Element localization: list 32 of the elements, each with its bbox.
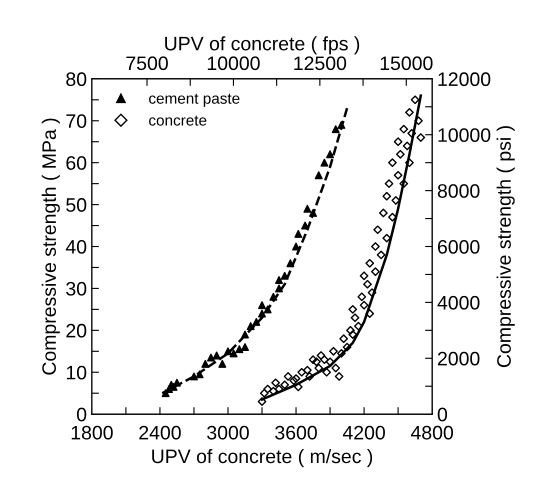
- y2-tick-label: 6000: [438, 240, 480, 254]
- x2-tick-label: 7500: [126, 56, 168, 70]
- y2-tick-label: 10000: [438, 128, 490, 142]
- x-axis-title: UPV of concrete ( m/sec ): [152, 448, 372, 468]
- y2-tick-label: 4000: [437, 296, 480, 310]
- y-axis-title: Compressive strength ( MPa ): [42, 118, 60, 375]
- x-tick-label: 4800: [410, 426, 453, 440]
- legend-label: cement paste: [149, 94, 240, 107]
- y-tick-label: 50: [66, 198, 86, 212]
- y-tick-label: 80: [66, 72, 86, 86]
- x-tick-label: 3000: [207, 426, 249, 440]
- y2-tick-label: 12000: [438, 72, 490, 86]
- x2-axis-title: UPV of concrete ( fps ): [165, 36, 360, 54]
- x-tick-label: 3600: [275, 426, 317, 440]
- y-tick-label: 40: [66, 240, 86, 254]
- y-tick-label: 0: [76, 408, 86, 422]
- y2-axis-title: Compressive strength ( psi ): [496, 126, 515, 368]
- x2-tick-label: 15000: [380, 56, 433, 70]
- y-tick-label: 60: [66, 156, 86, 170]
- x-tick-label: 2400: [139, 426, 181, 440]
- x2-tick-label: 12500: [294, 56, 346, 70]
- legend-label: concrete: [149, 116, 206, 126]
- y-tick-label: 30: [66, 282, 86, 296]
- y2-tick-label: 0: [438, 408, 448, 422]
- x2-tick-label: 10000: [208, 56, 260, 70]
- y-tick-label: 20: [66, 324, 86, 338]
- y2-tick-label: 8000: [438, 184, 480, 198]
- x-tick-label: 4200: [342, 426, 385, 440]
- y-tick-label: 70: [66, 114, 86, 128]
- y-tick-label: 10: [66, 366, 86, 380]
- y2-tick-label: 2000: [438, 352, 480, 366]
- x-tick-label: 1800: [72, 426, 113, 440]
